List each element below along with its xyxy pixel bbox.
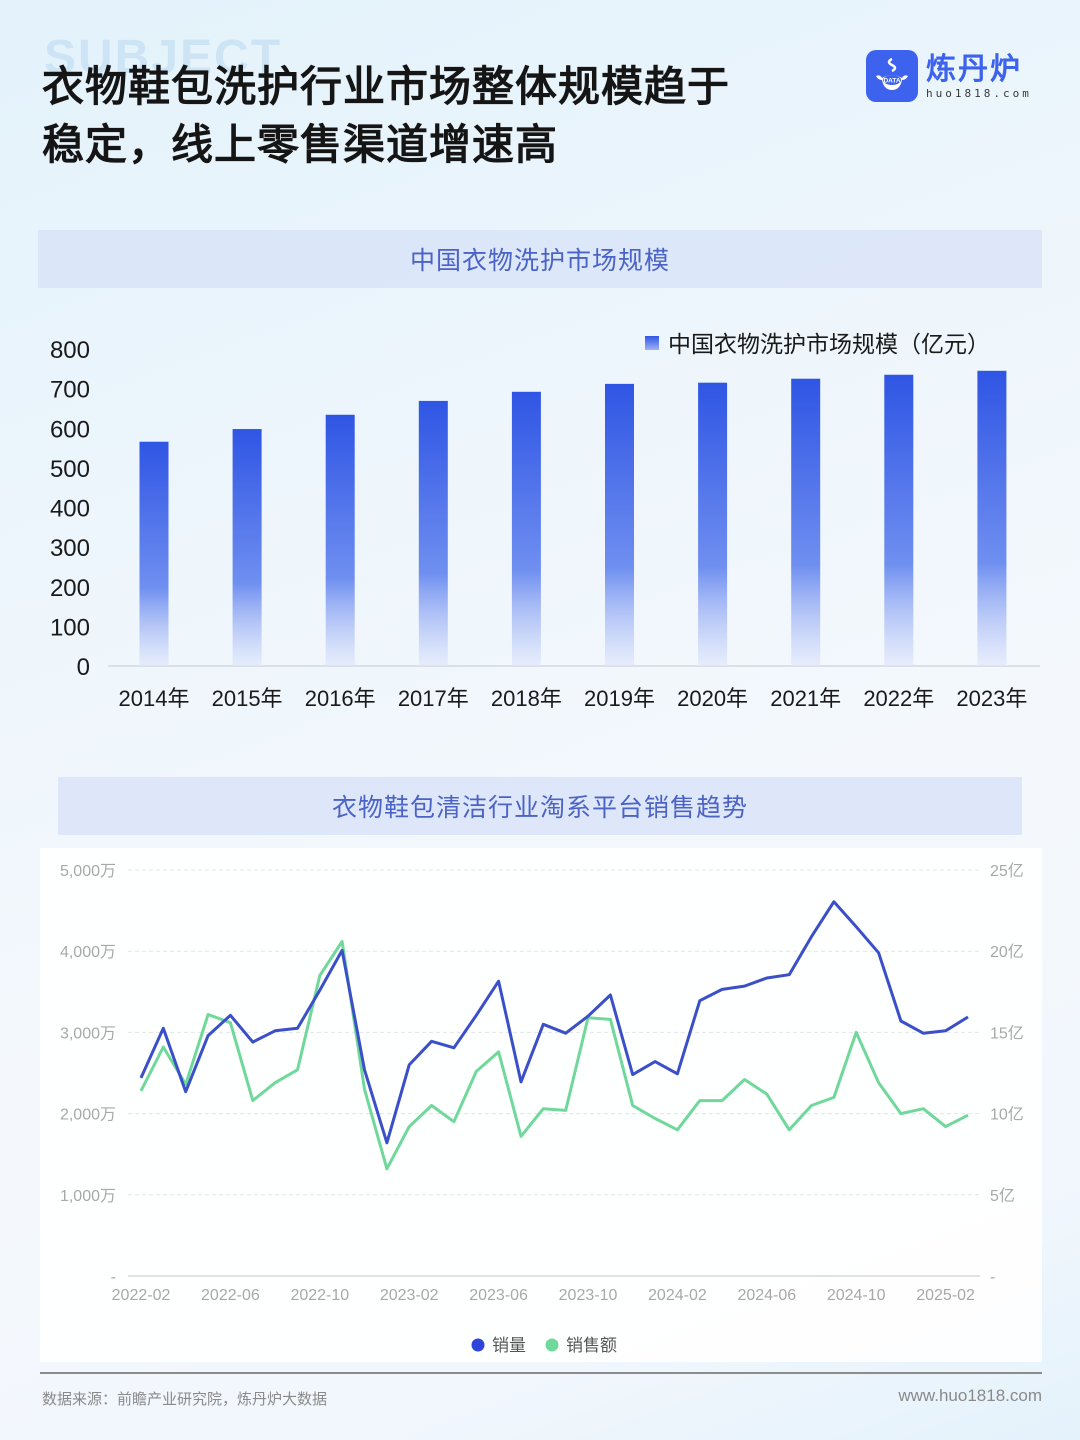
bar-2022年 bbox=[884, 374, 914, 666]
bar-2020年 bbox=[698, 382, 728, 666]
left-axis-tick: - bbox=[111, 1269, 116, 1286]
x-tick-label: 2023-02 bbox=[380, 1287, 439, 1304]
right-axis-tick: 20亿 bbox=[990, 943, 1024, 961]
x-tick-label: 2024-06 bbox=[737, 1287, 796, 1304]
cauldron-icon: DATA bbox=[866, 50, 918, 102]
footer-website-link[interactable]: www.huo1818.com bbox=[898, 1386, 1042, 1405]
x-tick-label: 2017年 bbox=[398, 686, 469, 711]
logo-url: huo1818.com bbox=[926, 86, 1032, 100]
series-line-销售额 bbox=[139, 940, 969, 1171]
x-tick-label: 2014年 bbox=[119, 686, 190, 711]
page-title: 衣物鞋包洗护行业市场整体规模趋于 稳定，线上零售渠道增速高 bbox=[42, 58, 842, 174]
section-header-sales-trend: 衣物鞋包清洁行业淘系平台销售趋势 bbox=[58, 777, 1022, 835]
section-header-market-size: 中国衣物洗护市场规模 bbox=[38, 230, 1042, 288]
legend-label-销售额[interactable]: 销售额 bbox=[566, 1336, 617, 1355]
brand-logo: DATA 炼丹炉 huo1818.com bbox=[866, 50, 1032, 102]
x-tick-label: 2019年 bbox=[584, 686, 655, 711]
logo-name: 炼丹炉 bbox=[926, 51, 1022, 87]
right-axis-tick: 15亿 bbox=[990, 1024, 1024, 1042]
x-tick-label: 2016年 bbox=[305, 686, 376, 711]
page-title-line-1: 衣物鞋包洗护行业市场整体规模趋于 bbox=[42, 62, 731, 111]
y-tick-label: 400 bbox=[50, 496, 90, 523]
y-tick-label: 700 bbox=[50, 377, 90, 404]
right-axis-tick: 25亿 bbox=[990, 862, 1024, 880]
legend-swatch-icon bbox=[645, 336, 659, 350]
bar-2017年 bbox=[418, 400, 448, 666]
left-axis-tick: 5,000万 bbox=[60, 863, 116, 880]
x-tick-label: 2023-10 bbox=[559, 1287, 618, 1304]
right-axis-tick: 5亿 bbox=[990, 1187, 1015, 1205]
bar-2018年 bbox=[511, 391, 541, 666]
y-tick-label: 500 bbox=[50, 456, 90, 483]
page-title-line-2: 稳定，线上零售渠道增速高 bbox=[42, 120, 559, 169]
subject-watermark: SUBJECT bbox=[44, 31, 283, 84]
x-tick-label: 2018年 bbox=[491, 686, 562, 711]
x-tick-label: 2024-02 bbox=[648, 1287, 707, 1304]
footer-divider bbox=[40, 1372, 1042, 1374]
bar-2014年 bbox=[139, 441, 169, 666]
y-tick-label: 600 bbox=[50, 416, 90, 443]
left-axis-tick: 2,000万 bbox=[60, 1107, 116, 1124]
x-tick-label: 2020年 bbox=[677, 686, 748, 711]
x-tick-label: 2024-10 bbox=[827, 1287, 886, 1304]
bar-2016年 bbox=[325, 414, 355, 666]
left-axis-tick: 4,000万 bbox=[60, 944, 116, 961]
bar-2021年 bbox=[791, 378, 821, 666]
y-tick-label: 300 bbox=[50, 535, 90, 562]
sales-trend-line-chart: - - 1,000万 5亿 2,000万 10亿 3,000万 15亿 4,000万 20亿 5,0… bbox=[0, 848, 1080, 1362]
y-tick-label: 0 bbox=[77, 654, 90, 681]
x-tick-label: 2022年 bbox=[863, 686, 934, 711]
x-tick-label: 2021年 bbox=[770, 686, 841, 711]
x-tick-label: 2023-06 bbox=[469, 1287, 528, 1304]
x-tick-label: 2023年 bbox=[956, 686, 1027, 711]
svg-text:DATA: DATA bbox=[883, 78, 900, 85]
market-size-bar-chart: 0 100 200 300 400 500 600 700 800 2014年 2015年 2016年… bbox=[0, 300, 1080, 740]
x-tick-label: 2022-10 bbox=[290, 1287, 349, 1304]
legend-label: 中国衣物洗护市场规模（亿元） bbox=[668, 331, 990, 357]
legend-dot-icon bbox=[471, 1338, 485, 1352]
left-axis-tick: 1,000万 bbox=[60, 1188, 116, 1205]
y-tick-label: 200 bbox=[50, 575, 90, 602]
legend-dot-icon bbox=[545, 1338, 559, 1352]
y-tick-label: 800 bbox=[50, 337, 90, 364]
x-tick-label: 2025-02 bbox=[916, 1287, 975, 1304]
right-axis-tick: 10亿 bbox=[990, 1106, 1024, 1124]
legend-label-销量[interactable]: 销量 bbox=[492, 1336, 526, 1355]
bar-2023年 bbox=[977, 370, 1007, 666]
left-axis-tick: 3,000万 bbox=[60, 1025, 116, 1042]
bar-2015年 bbox=[232, 429, 262, 666]
right-axis-tick: - bbox=[990, 1269, 995, 1286]
series-line-销量 bbox=[139, 900, 969, 1145]
y-tick-label: 100 bbox=[50, 614, 90, 641]
x-tick-label: 2015年 bbox=[212, 686, 283, 711]
bar-2019年 bbox=[605, 383, 634, 666]
x-tick-label: 2022-02 bbox=[112, 1287, 171, 1304]
x-tick-label: 2022-06 bbox=[201, 1287, 260, 1304]
data-source: 数据来源：前瞻产业研究院，炼丹炉大数据 bbox=[42, 1390, 328, 1408]
